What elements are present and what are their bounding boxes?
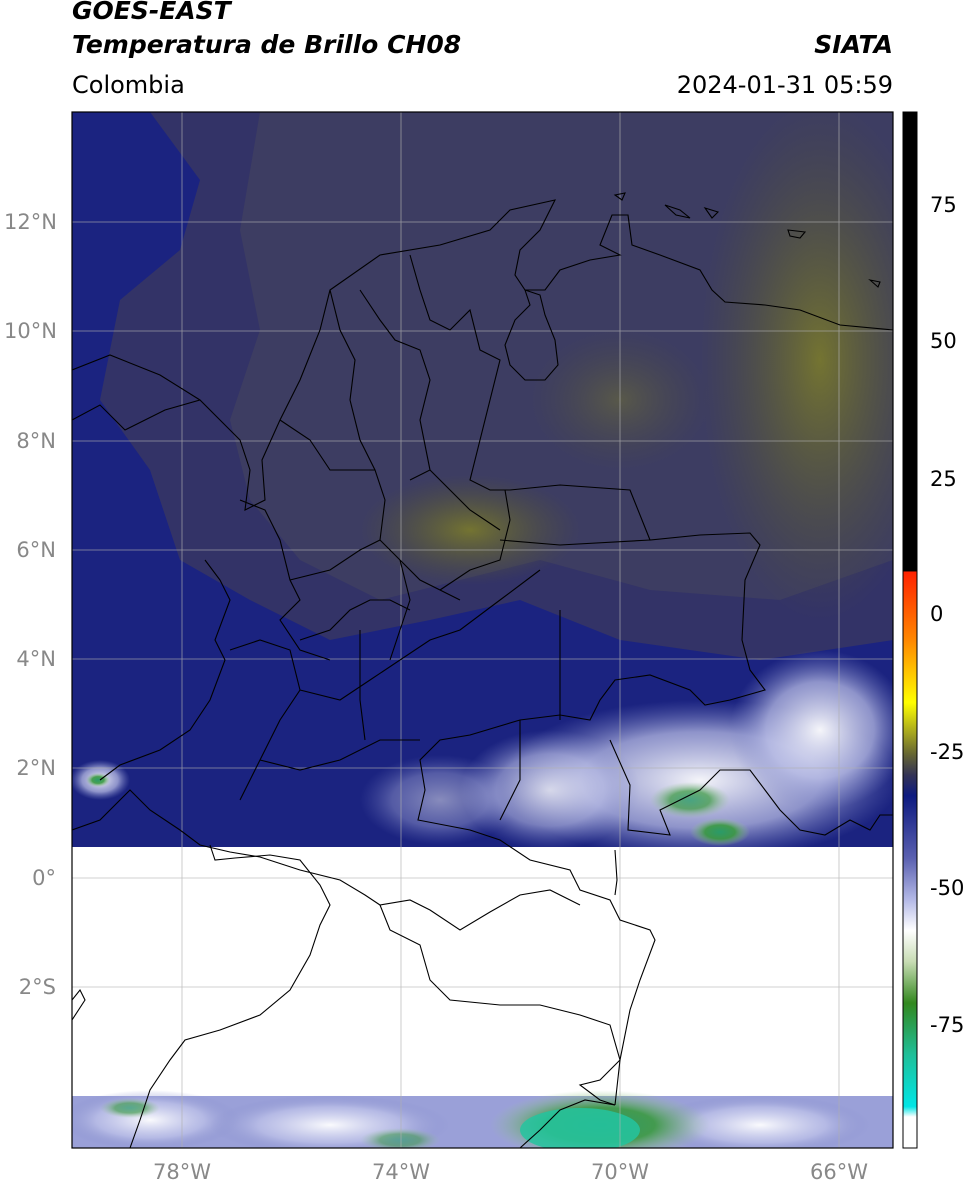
country-boundaries xyxy=(72,192,893,1148)
lat-tick-10n: 10°N xyxy=(4,319,57,343)
lat-tick-4n: 4°N xyxy=(16,647,56,671)
brightness-temperature-field xyxy=(72,112,893,1148)
lat-tick-0: 0° xyxy=(32,866,56,890)
graticule xyxy=(72,112,893,1148)
colorbar-tick-0: 0 xyxy=(930,602,944,626)
datetime-label: 2024-01-31 05:59 xyxy=(676,71,893,99)
colorbar-tick-neg50: -50 xyxy=(930,876,965,900)
lon-tick-70w: 70°W xyxy=(591,1160,649,1184)
agency-label: SIATA xyxy=(814,30,893,59)
colorbar xyxy=(902,111,918,1149)
lon-tick-78w: 78°W xyxy=(153,1160,211,1184)
colorbar-tick-50: 50 xyxy=(930,329,957,353)
lat-tick-2s: 2°S xyxy=(18,975,56,999)
lat-tick-8n: 8°N xyxy=(16,429,56,453)
satellite-title: GOES-EAST xyxy=(72,0,231,25)
lon-tick-74w: 74°W xyxy=(372,1160,430,1184)
colorbar-tick-neg25: -25 xyxy=(930,740,965,764)
lon-tick-66w: 66°W xyxy=(810,1160,868,1184)
product-title: Temperatura de Brillo CH08 xyxy=(72,30,462,59)
colorbar-tick-25: 25 xyxy=(930,467,957,491)
region-label: Colombia xyxy=(72,71,185,99)
lat-tick-2n: 2°N xyxy=(16,756,56,780)
lat-tick-12n: 12°N xyxy=(4,210,57,234)
colorbar-tick-neg75: -75 xyxy=(930,1013,965,1037)
lat-tick-6n: 6°N xyxy=(16,538,56,562)
colorbar-tick-75: 75 xyxy=(930,193,957,217)
map-frame xyxy=(71,111,894,1149)
